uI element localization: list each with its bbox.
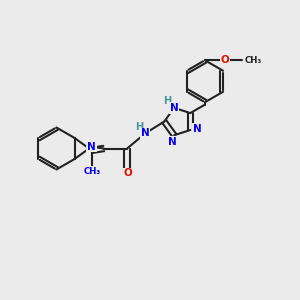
Text: O: O [220,55,229,65]
Text: N: N [141,128,149,139]
Text: O: O [124,169,133,178]
Text: H: H [164,96,172,106]
Text: CH₃: CH₃ [84,167,101,176]
Text: N: N [170,103,178,113]
Text: N: N [168,137,177,147]
Text: H: H [136,122,144,132]
Text: CH₃: CH₃ [244,56,262,65]
Text: N: N [193,124,201,134]
Text: N: N [87,142,96,152]
